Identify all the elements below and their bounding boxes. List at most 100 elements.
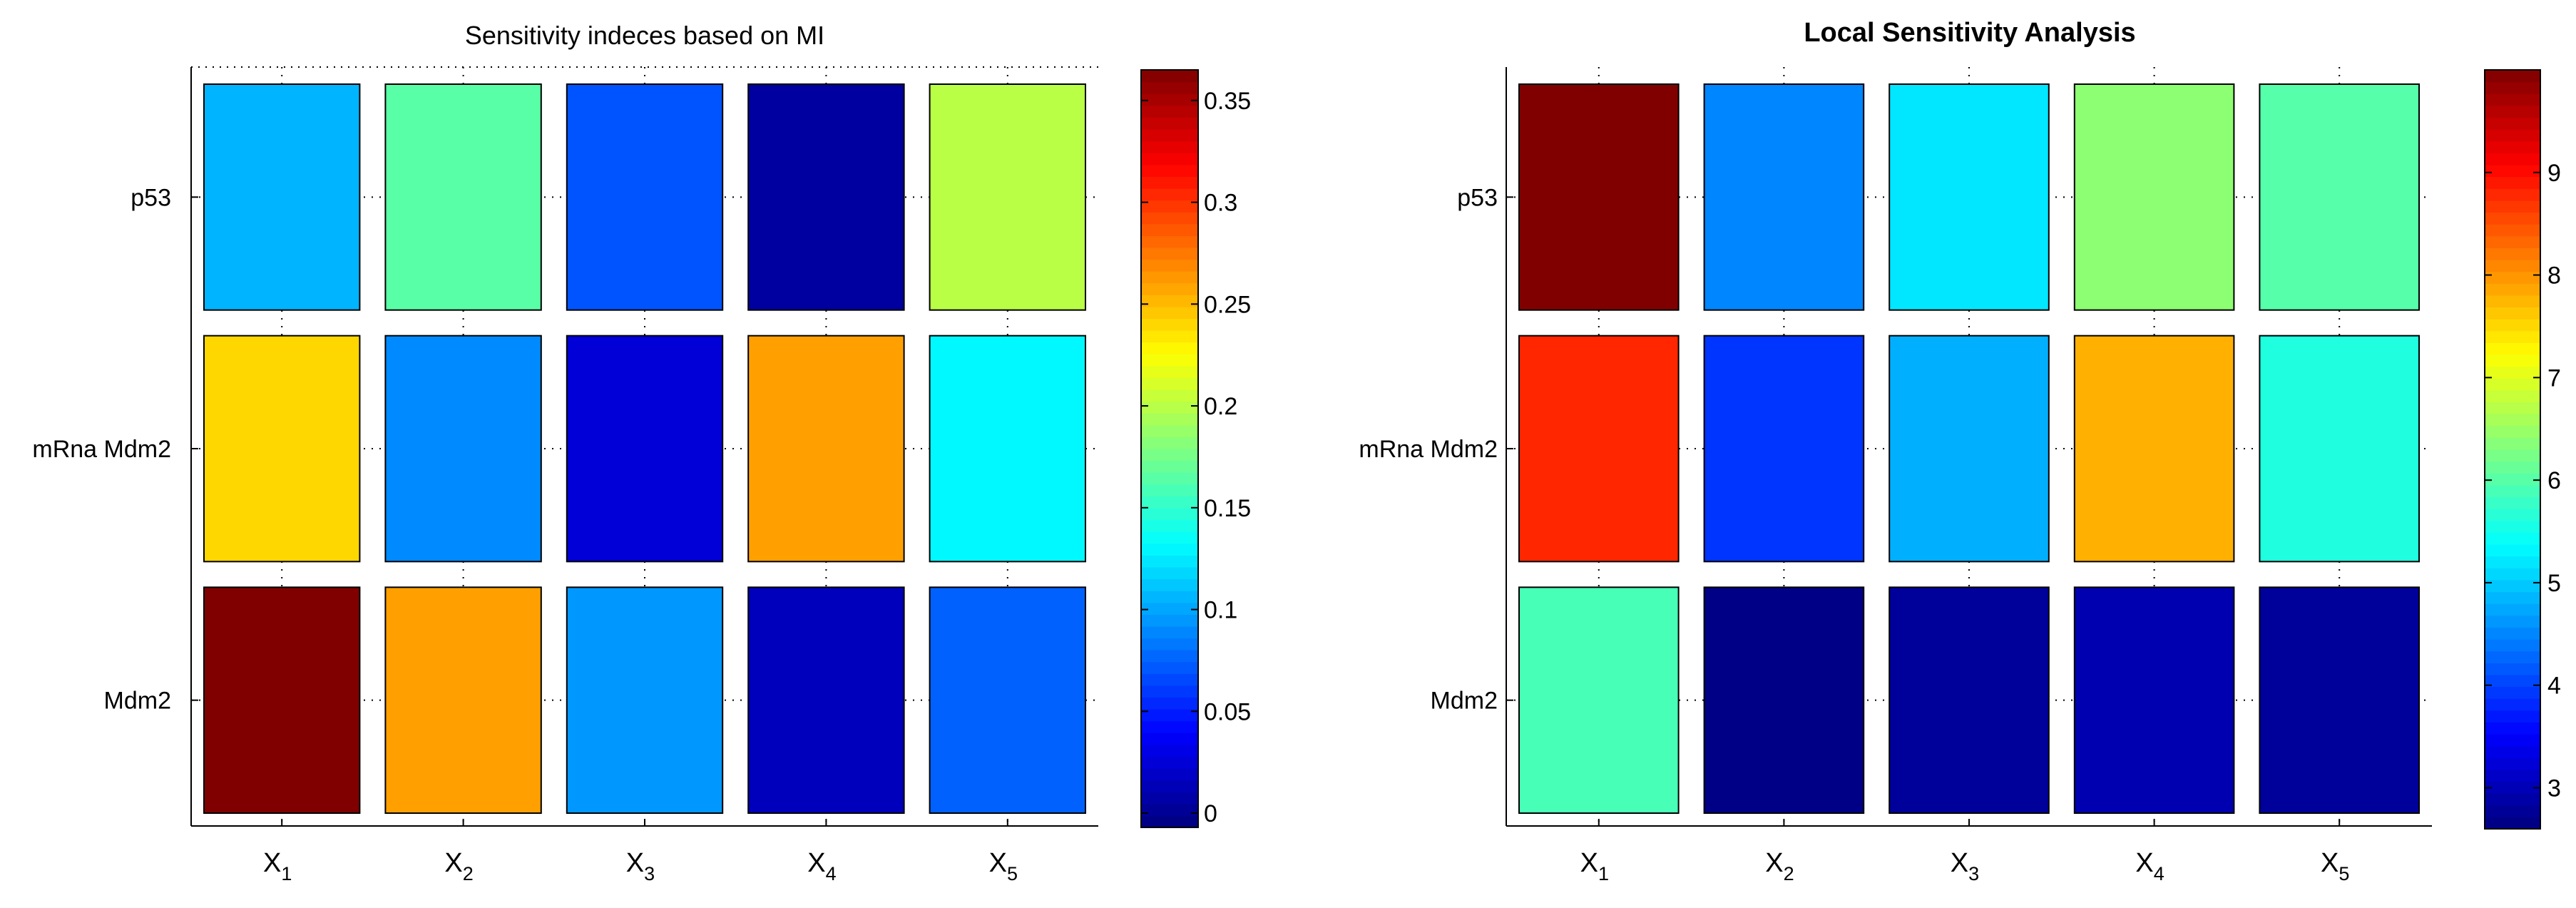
heatmap-cell-p53-x1 bbox=[203, 83, 361, 311]
x-tick-label: X2 bbox=[444, 848, 473, 884]
colorbar-segment bbox=[1141, 650, 1198, 663]
heatmap-cell-p53-x5 bbox=[2259, 83, 2420, 311]
colorbar-tick-label: 0 bbox=[1204, 800, 1217, 827]
heatmap-cell-p53-x4 bbox=[2073, 83, 2235, 311]
heatmap-cells bbox=[1518, 83, 2420, 814]
colorbar-segment bbox=[1141, 614, 1198, 627]
colorbar-segment bbox=[2485, 141, 2540, 153]
colorbar-segment bbox=[1141, 566, 1198, 580]
colorbar-segment bbox=[1141, 555, 1198, 568]
colorbar-segment bbox=[2485, 734, 2540, 747]
colorbar-segment bbox=[1141, 685, 1198, 698]
colorbar-segment bbox=[2485, 93, 2540, 106]
heatmap-cell-p53-x2 bbox=[384, 83, 542, 311]
colorbar-segment bbox=[1141, 70, 1198, 83]
heatmap-cell-p53-x1 bbox=[1518, 83, 1680, 311]
colorbar-segment bbox=[2485, 176, 2540, 189]
heatmap-cell-mrna-mdm2-x2 bbox=[384, 335, 542, 563]
heatmap-cell-p53-x2 bbox=[1703, 83, 1865, 311]
x-tick-label: X5 bbox=[2321, 848, 2349, 884]
colorbar-segment bbox=[2485, 520, 2540, 533]
colorbar-segment bbox=[2485, 248, 2540, 260]
heatmap-cell-mrna-mdm2-x5 bbox=[2259, 335, 2420, 563]
chart-title: Local Sensitivity Analysis bbox=[1804, 18, 2135, 48]
colorbar-segment bbox=[1141, 437, 1198, 449]
colorbar-segment bbox=[1141, 638, 1198, 651]
colorbar-segment bbox=[2485, 473, 2540, 486]
heatmap-cell-mdm2-x4 bbox=[747, 586, 905, 814]
colorbar-segment bbox=[1141, 306, 1198, 320]
colorbar-segment bbox=[2485, 319, 2540, 332]
colorbar-segment bbox=[2485, 817, 2540, 830]
colorbar-segment bbox=[1141, 803, 1198, 817]
colorbar-segment bbox=[2485, 579, 2540, 593]
colorbar-segment bbox=[1141, 282, 1198, 295]
colorbar-segment bbox=[2485, 235, 2540, 248]
colorbar-segment bbox=[1141, 768, 1198, 781]
colorbar-segment bbox=[1141, 342, 1198, 354]
colorbar-segment bbox=[2485, 260, 2540, 272]
heatmap-cell-mrna-mdm2-x5 bbox=[929, 335, 1086, 563]
colorbar-segment bbox=[1141, 744, 1198, 757]
y-tick-label: mRna Mdm2 bbox=[1359, 436, 1498, 463]
colorbar-tick-label: 6 bbox=[2547, 467, 2561, 494]
colorbar-segment bbox=[2485, 449, 2540, 462]
colorbar-segment bbox=[2485, 224, 2540, 237]
y-tick-label: p53 bbox=[131, 184, 171, 211]
colorbar-segment bbox=[2485, 793, 2540, 806]
colorbar-segment bbox=[1141, 117, 1198, 130]
colorbar-segment bbox=[1141, 626, 1198, 639]
x-tick-label: X1 bbox=[1580, 848, 1609, 884]
colorbar-segment bbox=[2485, 461, 2540, 474]
colorbar-segment bbox=[1141, 484, 1198, 496]
colorbar-segment bbox=[1141, 153, 1198, 165]
colorbar-segment bbox=[1141, 93, 1198, 106]
colorbar-segment bbox=[2485, 342, 2540, 355]
heatmap-cell-mdm2-x5 bbox=[929, 586, 1086, 814]
colorbar-segment bbox=[2485, 188, 2540, 201]
colorbar-segment bbox=[2485, 437, 2540, 450]
colorbar-tick-label: 0.3 bbox=[1204, 190, 1237, 217]
colorbar-segment bbox=[2485, 402, 2540, 414]
colorbar-segment bbox=[1141, 212, 1198, 225]
colorbar-segment bbox=[2485, 722, 2540, 735]
colorbar-segment bbox=[1141, 591, 1198, 603]
x-tick-label: X4 bbox=[2135, 848, 2164, 884]
heatmap-cell-mdm2-x5 bbox=[2259, 586, 2420, 814]
colorbar-segment bbox=[1141, 389, 1198, 402]
colorbar-segment bbox=[2485, 366, 2540, 379]
colorbar-segment bbox=[1141, 200, 1198, 213]
colorbar-tick-label: 0.25 bbox=[1204, 291, 1251, 318]
colorbar-segment bbox=[2485, 129, 2540, 142]
colorbar-tick-label: 9 bbox=[2547, 160, 2561, 187]
colorbar-segment bbox=[1141, 720, 1198, 733]
colorbar-segment bbox=[1141, 496, 1198, 509]
colorbar-segment bbox=[1141, 578, 1198, 591]
colorbar-segment bbox=[2485, 627, 2540, 640]
colorbar: 0 0.05 0.1 0.15 0.2 0.25 0.3 0.35 bbox=[1140, 69, 1251, 828]
colorbar-segment bbox=[1141, 673, 1198, 686]
colorbar-segment bbox=[2485, 805, 2540, 817]
colorbar-tick-label: 4 bbox=[2547, 673, 2561, 700]
heatmap-cell-p53-x3 bbox=[566, 83, 724, 311]
colorbar-tick-label: 0.1 bbox=[1204, 597, 1237, 624]
colorbar-segment bbox=[2485, 591, 2540, 604]
colorbar-segment bbox=[1141, 413, 1198, 426]
colorbar-segment bbox=[2485, 425, 2540, 438]
local-sensitivity-heatmap: Local Sensitivity Analysis p53 mRna Mdm2 Md… bbox=[1359, 18, 2561, 884]
colorbar-segment bbox=[1141, 259, 1198, 272]
colorbar-segment bbox=[1141, 460, 1198, 473]
colorbar-segment bbox=[1141, 531, 1198, 544]
heatmap-cell-mdm2-x1 bbox=[1518, 586, 1680, 814]
colorbar-segment bbox=[2485, 330, 2540, 343]
colorbar-segment bbox=[1141, 472, 1198, 485]
colorbar-segment bbox=[2485, 496, 2540, 509]
colorbar-segment bbox=[2485, 603, 2540, 616]
colorbar-segment bbox=[1141, 271, 1198, 284]
colorbar-segment bbox=[1141, 709, 1198, 722]
x-tick-label: X5 bbox=[989, 848, 1018, 884]
colorbar-segment bbox=[2485, 615, 2540, 628]
colorbar-segment bbox=[2485, 81, 2540, 94]
colorbar-segment bbox=[1141, 697, 1198, 710]
colorbar-segment bbox=[2485, 686, 2540, 699]
